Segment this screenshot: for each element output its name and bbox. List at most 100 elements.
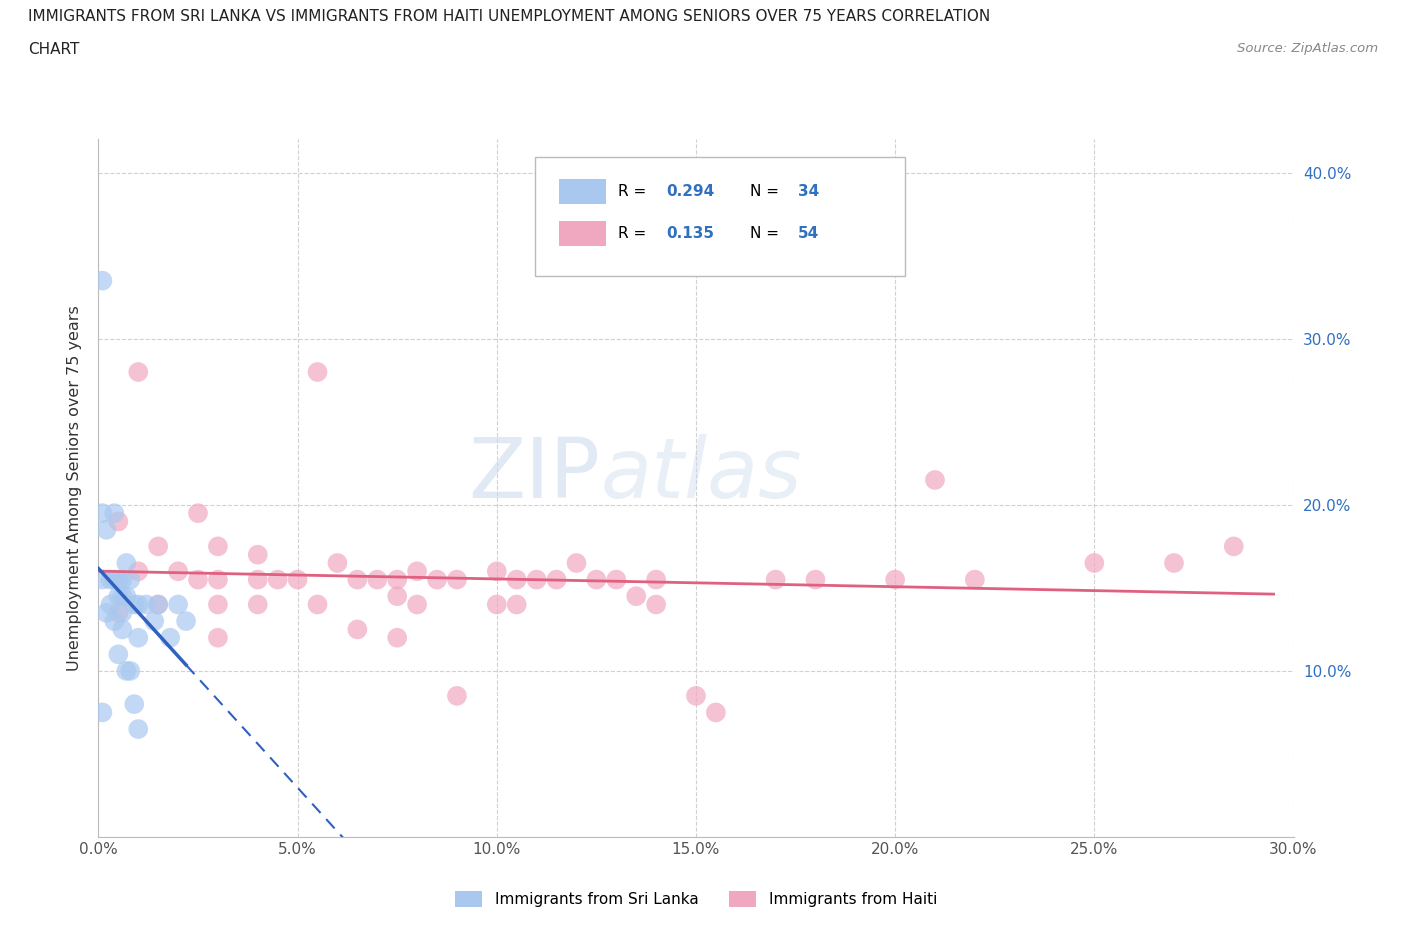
Text: N =: N = bbox=[749, 184, 783, 199]
Point bbox=[546, 572, 568, 587]
Point bbox=[804, 572, 827, 587]
Point bbox=[1163, 555, 1185, 570]
Text: 0.294: 0.294 bbox=[666, 184, 714, 199]
Point bbox=[207, 631, 229, 645]
FancyBboxPatch shape bbox=[534, 157, 905, 275]
Point bbox=[111, 622, 134, 637]
Point bbox=[326, 555, 349, 570]
Point bbox=[135, 597, 157, 612]
Bar bbox=[558, 221, 606, 246]
Point bbox=[111, 572, 134, 587]
Bar bbox=[558, 179, 606, 205]
Point bbox=[143, 614, 166, 629]
Point bbox=[124, 597, 146, 612]
Point bbox=[446, 572, 468, 587]
Point bbox=[526, 572, 548, 587]
Point bbox=[127, 631, 149, 645]
Point bbox=[159, 631, 181, 645]
Text: Source: ZipAtlas.com: Source: ZipAtlas.com bbox=[1237, 42, 1378, 55]
Point bbox=[565, 555, 588, 570]
Point bbox=[91, 273, 114, 288]
Point bbox=[207, 572, 229, 587]
Point bbox=[148, 597, 170, 612]
Point bbox=[585, 572, 607, 587]
Text: N =: N = bbox=[749, 226, 783, 241]
Point bbox=[174, 614, 197, 629]
Point bbox=[148, 597, 170, 612]
Text: IMMIGRANTS FROM SRI LANKA VS IMMIGRANTS FROM HAITI UNEMPLOYMENT AMONG SENIORS OV: IMMIGRANTS FROM SRI LANKA VS IMMIGRANTS … bbox=[28, 9, 990, 24]
Point bbox=[704, 705, 727, 720]
Point bbox=[167, 597, 190, 612]
Point bbox=[96, 523, 118, 538]
Text: ZIP: ZIP bbox=[468, 433, 600, 515]
Point bbox=[267, 572, 290, 587]
Point bbox=[426, 572, 449, 587]
Point bbox=[115, 589, 138, 604]
Point bbox=[765, 572, 787, 587]
Point bbox=[127, 365, 149, 379]
Point bbox=[167, 564, 190, 578]
Text: R =: R = bbox=[619, 226, 657, 241]
Point bbox=[111, 605, 134, 620]
Text: 54: 54 bbox=[797, 226, 818, 241]
Point bbox=[103, 572, 125, 587]
Legend: Immigrants from Sri Lanka, Immigrants from Haiti: Immigrants from Sri Lanka, Immigrants fr… bbox=[449, 884, 943, 913]
Y-axis label: Unemployment Among Seniors over 75 years: Unemployment Among Seniors over 75 years bbox=[67, 305, 83, 671]
Point bbox=[246, 547, 269, 562]
Point bbox=[626, 589, 648, 604]
Point bbox=[120, 663, 142, 678]
Point bbox=[107, 514, 129, 529]
Point bbox=[91, 705, 114, 720]
Point bbox=[127, 597, 149, 612]
Point bbox=[246, 597, 269, 612]
Text: CHART: CHART bbox=[28, 42, 80, 57]
Point bbox=[385, 631, 409, 645]
Text: 0.135: 0.135 bbox=[666, 226, 714, 241]
Point bbox=[307, 365, 329, 379]
Point bbox=[1083, 555, 1105, 570]
Point bbox=[406, 597, 429, 612]
Point bbox=[124, 697, 146, 711]
Point bbox=[91, 572, 114, 587]
Point bbox=[963, 572, 986, 587]
Point bbox=[127, 564, 149, 578]
Point bbox=[100, 597, 122, 612]
Point bbox=[103, 614, 125, 629]
Text: 34: 34 bbox=[797, 184, 818, 199]
Point bbox=[506, 572, 529, 587]
Point bbox=[107, 647, 129, 662]
Point bbox=[148, 539, 170, 554]
Point bbox=[115, 555, 138, 570]
Point bbox=[385, 572, 409, 587]
Point bbox=[120, 572, 142, 587]
Point bbox=[91, 506, 114, 521]
Point bbox=[406, 564, 429, 578]
Point bbox=[605, 572, 627, 587]
Point bbox=[366, 572, 388, 587]
Point bbox=[96, 605, 118, 620]
Point bbox=[107, 605, 129, 620]
Point bbox=[645, 597, 668, 612]
Point bbox=[385, 589, 409, 604]
Point bbox=[127, 722, 149, 737]
Point bbox=[111, 589, 134, 604]
Point bbox=[107, 572, 129, 587]
Point bbox=[685, 688, 707, 703]
Point bbox=[107, 589, 129, 604]
Point bbox=[103, 506, 125, 521]
Point bbox=[207, 597, 229, 612]
Point bbox=[115, 663, 138, 678]
Point bbox=[346, 622, 368, 637]
Point bbox=[1222, 539, 1246, 554]
Point bbox=[207, 539, 229, 554]
Text: atlas: atlas bbox=[600, 433, 801, 515]
Point bbox=[287, 572, 309, 587]
Point bbox=[485, 597, 508, 612]
Point bbox=[100, 572, 122, 587]
Point bbox=[485, 564, 508, 578]
Point bbox=[645, 572, 668, 587]
Point bbox=[187, 572, 209, 587]
Text: R =: R = bbox=[619, 184, 651, 199]
Point bbox=[924, 472, 946, 487]
Point bbox=[246, 572, 269, 587]
